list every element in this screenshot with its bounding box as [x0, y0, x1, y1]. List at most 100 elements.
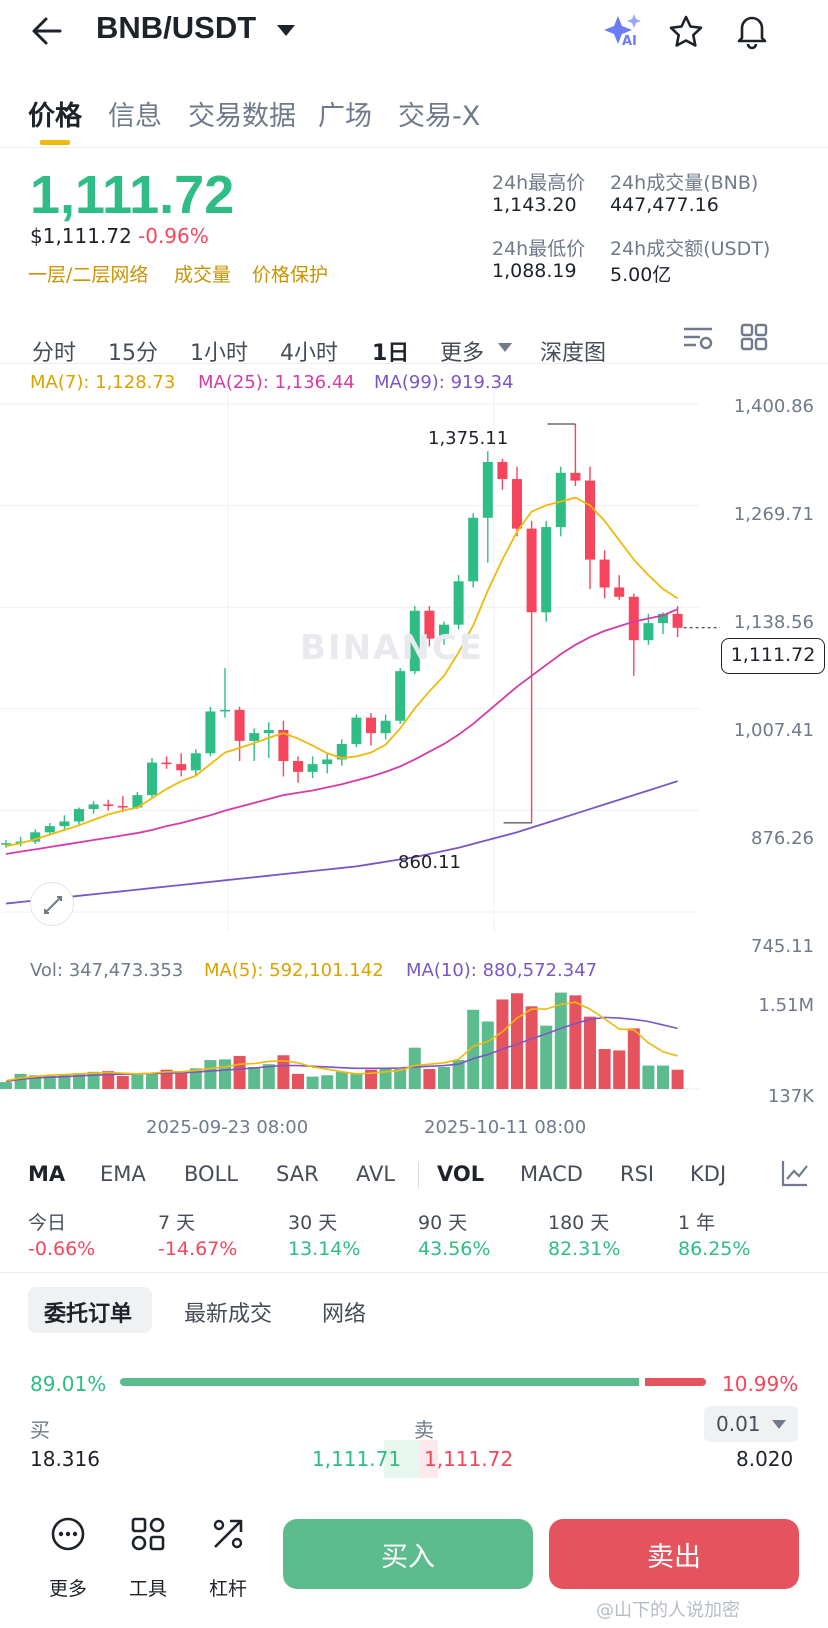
- ma99-legend: MA(99): 919.34: [374, 372, 514, 393]
- interval-4h[interactable]: 4小时: [280, 341, 338, 366]
- ask-price[interactable]: 1,111.72: [424, 1447, 514, 1471]
- candle-body: [44, 826, 55, 833]
- more-label[interactable]: 更多: [48, 1578, 87, 1600]
- ma7-legend: MA(7): 1,128.73: [30, 372, 176, 393]
- volume-bar: [613, 1050, 626, 1089]
- layout-grid-icon[interactable]: [740, 323, 768, 351]
- volume-bar: [292, 1073, 304, 1089]
- tab-latest-trades[interactable]: 最新成交: [184, 1302, 273, 1327]
- indicator-rsi[interactable]: RSI: [620, 1162, 655, 1186]
- chart-settings-icon[interactable]: [682, 325, 714, 351]
- volume-bar: [671, 1069, 684, 1089]
- candle-body: [220, 709, 230, 712]
- tools-icon[interactable]: [130, 1516, 166, 1552]
- bid-price[interactable]: 1,111.71: [312, 1447, 402, 1471]
- indicator-sar[interactable]: SAR: [276, 1162, 319, 1186]
- interval-depth[interactable]: 深度图: [540, 341, 607, 366]
- sell-button[interactable]: 卖出: [549, 1519, 799, 1589]
- indicator-settings-icon[interactable]: [780, 1158, 810, 1188]
- indicator-avl[interactable]: AVL: [356, 1162, 396, 1186]
- candle-body: [293, 761, 303, 772]
- candle-body: [249, 733, 260, 741]
- tag-layer-network[interactable]: 一层/二层网络: [28, 264, 149, 286]
- low-label: 24h最低价: [492, 238, 586, 260]
- precision-select[interactable]: 0.01: [704, 1406, 798, 1442]
- candle-body: [322, 759, 333, 765]
- candle-body: [190, 753, 201, 771]
- star-icon[interactable]: [668, 14, 704, 50]
- perf-90d-label: 90 天: [418, 1212, 468, 1234]
- candle-body: [103, 804, 114, 806]
- volume-bar: [204, 1060, 217, 1089]
- volume-bar: [321, 1075, 334, 1089]
- candle-body: [672, 613, 683, 628]
- volume-bar: [408, 1047, 421, 1089]
- tab-trading-data[interactable]: 交易数据: [188, 101, 296, 132]
- candle-body: [30, 832, 41, 842]
- indicator-ma[interactable]: MA: [28, 1162, 66, 1186]
- tools-label[interactable]: 工具: [128, 1578, 167, 1600]
- volume-bar: [627, 1028, 640, 1089]
- volume-bar: [598, 1049, 611, 1089]
- volume-bar: [219, 1059, 231, 1089]
- ratio-bar: [120, 1378, 706, 1386]
- tab-info[interactable]: 信息: [108, 101, 162, 132]
- volume-bar: [277, 1055, 290, 1089]
- vol-legend: Vol: 347,473.353: [30, 960, 184, 981]
- ai-badge: AI: [622, 34, 637, 49]
- leverage-icon[interactable]: [210, 1516, 246, 1552]
- candlestick-chart[interactable]: [0, 390, 828, 950]
- caret-down-icon[interactable]: [276, 24, 296, 38]
- interval-line[interactable]: 分时: [32, 341, 77, 366]
- candle-body: [74, 809, 84, 822]
- tag-price-protection[interactable]: 价格保护: [252, 264, 329, 286]
- volume-bar: [511, 993, 523, 1089]
- vol-ma10-legend: MA(10): 880,572.347: [406, 960, 598, 981]
- tab-trade-x[interactable]: 交易-X: [398, 101, 481, 132]
- tab-orders[interactable]: 委托订单: [44, 1302, 133, 1327]
- indicator-ema[interactable]: EMA: [100, 1162, 146, 1186]
- more-icon[interactable]: [50, 1516, 86, 1552]
- candle-body: [395, 671, 406, 721]
- divider: [0, 1272, 828, 1273]
- candle-body: [380, 720, 391, 734]
- indicator-macd[interactable]: MACD: [520, 1162, 583, 1186]
- y-tick-5: 876.26: [751, 828, 814, 849]
- volume-bar: [379, 1067, 392, 1089]
- interval-1h[interactable]: 1小时: [190, 341, 248, 366]
- candle-body: [234, 709, 245, 741]
- pair-title[interactable]: BNB/USDT: [96, 10, 257, 45]
- bell-icon[interactable]: [734, 12, 770, 50]
- leverage-label[interactable]: 杠杆: [208, 1578, 247, 1600]
- volume-bar: [365, 1069, 377, 1089]
- indicator-kdj[interactable]: KDJ: [690, 1162, 727, 1186]
- volume-bar: [642, 1065, 655, 1089]
- volume-bar: [525, 1006, 538, 1089]
- vol-ma5-line: [5, 1001, 678, 1082]
- amount-value: 5.00亿: [610, 264, 672, 286]
- interval-more[interactable]: 更多: [440, 341, 485, 366]
- indicator-boll[interactable]: BOLL: [184, 1162, 238, 1186]
- tab-network[interactable]: 网络: [322, 1302, 367, 1327]
- buy-button[interactable]: 买入: [283, 1519, 533, 1589]
- volume-bar: [554, 992, 567, 1089]
- ask-qty: 8.020: [736, 1447, 794, 1471]
- y-tick-2: 1,269.71: [733, 504, 814, 525]
- interval-1d[interactable]: 1日: [372, 341, 410, 366]
- volume-bar: [189, 1068, 202, 1089]
- fullscreen-button[interactable]: [30, 882, 74, 926]
- interval-15m[interactable]: 15分: [108, 341, 158, 366]
- ai-sparkle-icon[interactable]: AI: [604, 12, 642, 52]
- volume-bar: [423, 1069, 436, 1089]
- more-caret-icon[interactable]: [498, 343, 512, 353]
- tab-price[interactable]: 价格: [28, 101, 82, 132]
- indicator-vol[interactable]: VOL: [437, 1162, 485, 1186]
- tag-volume[interactable]: 成交量: [174, 264, 232, 286]
- tab-square[interactable]: 广场: [318, 101, 372, 132]
- volume-bar: [160, 1069, 173, 1089]
- back-arrow-icon[interactable]: [30, 14, 64, 48]
- volume-chart[interactable]: [0, 985, 828, 1105]
- candle-body: [336, 743, 347, 760]
- volume-bar: [657, 1065, 669, 1089]
- volume-bar: [569, 995, 582, 1089]
